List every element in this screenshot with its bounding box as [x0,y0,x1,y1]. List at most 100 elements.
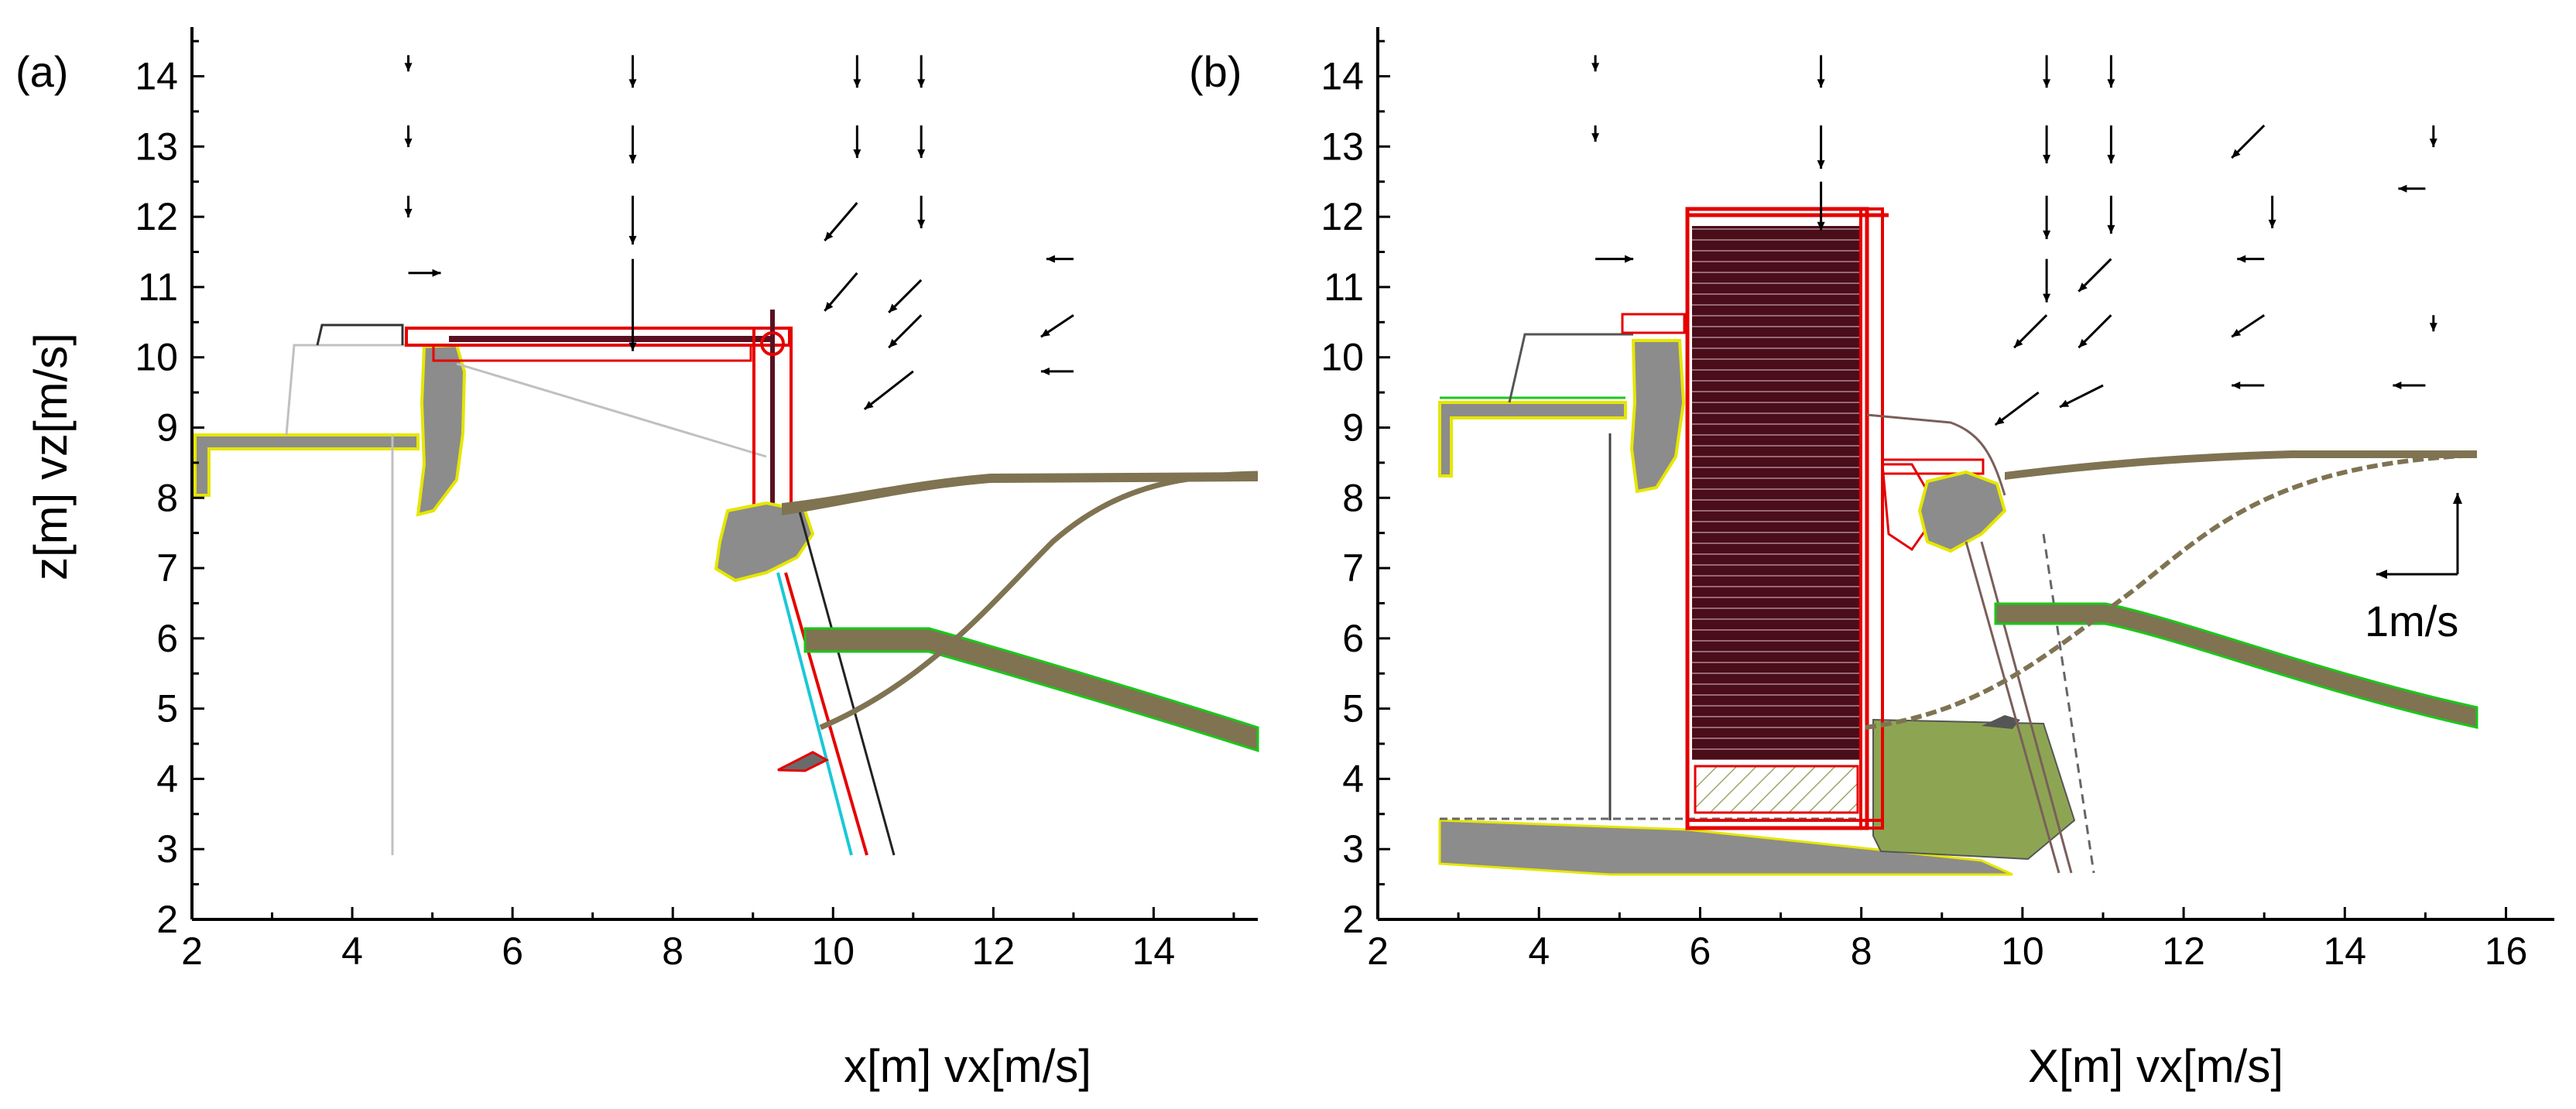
velocity-arrow-head [2232,328,2242,337]
velocity-arrow-head [2043,155,2051,164]
panel-b-x-tick-label: 8 [1851,929,1872,973]
velocity-arrow-head [2237,255,2246,263]
brown-dashed-slant-b [2042,533,2095,874]
velocity-arrow-head [404,139,413,148]
velocity-arrow-shaft [1994,391,2040,426]
velocity-arrow-shaft [863,370,914,411]
velocity-arrow [1817,125,1825,169]
curtain-frame-b [1685,207,1869,830]
velocity-arrow-head [2429,139,2437,148]
velocity-arrow [404,55,413,72]
gray-outline-a [285,344,422,436]
velocity-arrow-head [629,235,637,245]
velocity-arrow [1040,313,1074,338]
curtain-frame-right-b [1859,207,1884,830]
velocity-arrow [1591,125,1600,142]
panel-b-y-tick-label: 4 [1342,757,1364,800]
panel-b-y-tick-label: 11 [1324,265,1364,309]
velocity-arrow-head [432,269,441,277]
velocity-arrow [2268,195,2276,228]
velocity-arrow [2013,314,2048,349]
panel-a-x-tick-label: 4 [341,929,363,973]
velocity-arrow-head [1046,255,1055,263]
velocity-arrow-head [824,302,834,311]
velocity-arrow [2043,195,2051,239]
panel-b: (b) [1189,27,2554,1092]
panel-b-y-tick-label: 13 [1321,125,1364,168]
velocity-arrow [2429,315,2437,332]
panel-a-y-tick-label: 6 [156,617,178,660]
soil-curve-a [819,471,1259,731]
velocity-arrow [2043,258,2051,303]
panel-a-x-axis-label: x[m] vx[m/s] [844,1040,1091,1092]
velocity-arrow-head [1040,367,1050,375]
brown-slant-2-b [1980,541,2073,874]
panel-a-schematic [194,310,1259,856]
velocity-arrow-head [1995,416,2005,426]
velocity-arrow [824,272,858,312]
panel-b-x-tick-label: 6 [1690,929,1711,973]
panel-b-x-tick-label: 2 [1367,929,1389,973]
velocity-arrow-head [1817,79,1825,88]
velocity-arrow-head [629,342,637,351]
velocity-arrow-head [824,231,834,241]
velocity-arrow [863,370,914,411]
panel-a-y-tick-label: 10 [135,336,178,379]
velocity-arrow [2078,314,2112,349]
velocity-arrow [629,55,637,88]
cyan-slant-a [776,572,853,856]
velocity-arrow-head [2232,382,2241,390]
panel-b-schematic [1438,207,2478,876]
velocity-arrow [888,314,923,349]
panel-b-y-tick-label: 6 [1342,617,1364,660]
velocity-arrow [1591,55,1600,72]
velocity-arrow [2398,184,2426,193]
velocity-arrow [2237,255,2265,263]
panel-b-y-tick-label: 3 [1342,827,1364,871]
panel-b-y-tick-label: 12 [1321,195,1364,238]
panel-a-x-tick-label: 6 [502,929,523,973]
velocity-arrow-head [2398,184,2407,193]
panel-b-x-axis-label: X[m] vx[m/s] [2028,1040,2283,1092]
panel-b-x-ticks: 2 4 6 8 10 12 14 16 [1367,907,2527,973]
rubble-lump-b [1917,470,2007,553]
panel-a-label: (a) [15,47,68,96]
velocity-arrow-head [2078,338,2088,348]
scale-arrow-left-head [2376,570,2387,579]
velocity-arrow [2231,313,2266,338]
velocity-arrow-head [853,149,862,159]
velocity-arrow-head [1817,160,1825,169]
red-beam-lower-a [432,344,752,362]
panel-a-x-tick-label: 12 [972,929,1016,973]
panel-a-y-tick-label: 7 [156,546,178,590]
red-blob-a [777,751,830,772]
panel-a-axes [190,27,1258,921]
velocity-arrow [629,258,637,351]
velocity-arrow-head [1817,221,1825,231]
velocity-arrow [629,195,637,245]
panel-a-x-ticks: 2 4 6 8 10 12 14 [181,907,1235,973]
scale-arrow-label: 1m/s [2365,597,2458,645]
brown-slant-1-b [1965,541,2060,874]
red-ledge-b [1881,458,1985,475]
soil-lower-b [1994,602,2478,729]
panel-a-x-tick-label: 2 [181,929,203,973]
velocity-arrow-head [2107,155,2115,164]
velocity-arrow [2078,258,2112,293]
velocity-arrow-head [629,155,637,164]
velocity-arrow-head [2107,224,2115,234]
velocity-arrow-head [917,219,926,228]
red-column-cap-a [760,331,785,356]
breakwater-block-b [1629,339,1686,494]
panel-b-y-ticks: 2 3 4 5 6 7 8 9 10 11 12 13 14 [1321,39,1390,941]
scale-arrow-up-head [2453,493,2462,504]
green-mound-b [1872,718,2076,861]
soil-upper-b [2005,450,2477,480]
red-slant-a [784,572,868,856]
velocity-arrow-head [853,79,862,88]
curtain-panel-b [1692,226,1861,760]
velocity-arrow-head [2043,230,2051,239]
panel-b-y-tick-label: 2 [1342,898,1364,941]
panel-a-y-tick-label: 14 [135,55,178,98]
velocity-arrow [2231,125,2266,159]
